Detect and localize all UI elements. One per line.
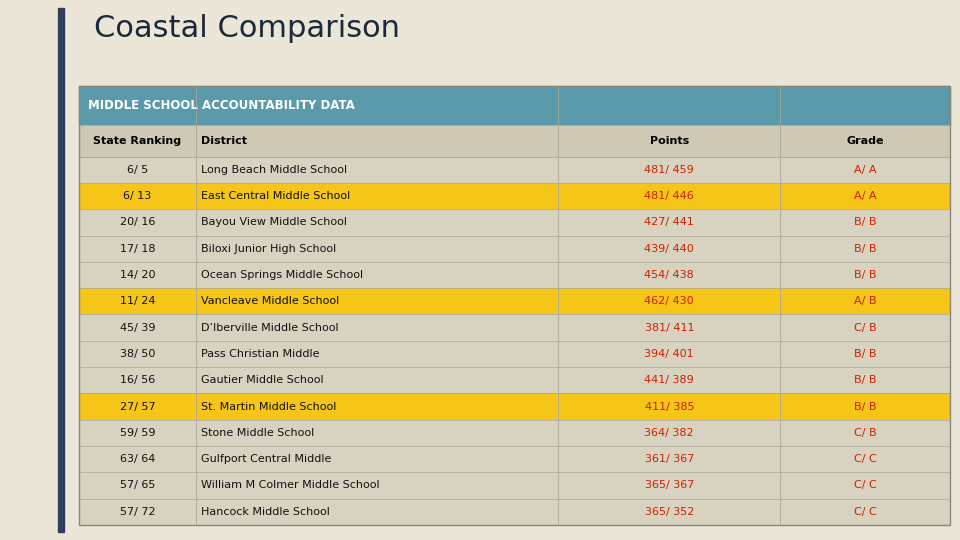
Text: 14/ 20: 14/ 20 xyxy=(120,270,156,280)
Text: 364/ 382: 364/ 382 xyxy=(644,428,694,438)
Bar xyxy=(79,86,950,525)
Text: Bayou View Middle School: Bayou View Middle School xyxy=(202,218,348,227)
Text: 20/ 16: 20/ 16 xyxy=(120,218,156,227)
Text: C/ B: C/ B xyxy=(854,428,876,438)
Text: C/ C: C/ C xyxy=(854,454,876,464)
Text: 365/ 367: 365/ 367 xyxy=(644,481,694,490)
Text: 411/ 385: 411/ 385 xyxy=(644,402,694,411)
Text: Gautier Middle School: Gautier Middle School xyxy=(202,375,324,385)
Text: 481/ 446: 481/ 446 xyxy=(644,191,694,201)
Text: C/ B: C/ B xyxy=(854,322,876,333)
Text: C/ C: C/ C xyxy=(854,507,876,517)
Bar xyxy=(79,157,950,183)
Text: East Central Middle School: East Central Middle School xyxy=(202,191,350,201)
Text: 27/ 57: 27/ 57 xyxy=(120,402,156,411)
Text: St. Martin Middle School: St. Martin Middle School xyxy=(202,402,337,411)
Text: 38/ 50: 38/ 50 xyxy=(120,349,156,359)
Text: B/ B: B/ B xyxy=(854,270,876,280)
Bar xyxy=(79,367,950,393)
Text: 462/ 430: 462/ 430 xyxy=(644,296,694,306)
Text: B/ B: B/ B xyxy=(854,375,876,385)
Text: 57/ 72: 57/ 72 xyxy=(120,507,156,517)
Text: B/ B: B/ B xyxy=(854,349,876,359)
Text: D’Iberville Middle School: D’Iberville Middle School xyxy=(202,322,339,333)
Text: 63/ 64: 63/ 64 xyxy=(120,454,156,464)
Text: Gulfport Central Middle: Gulfport Central Middle xyxy=(202,454,331,464)
Text: Grade: Grade xyxy=(847,136,884,146)
Text: 441/ 389: 441/ 389 xyxy=(644,375,694,385)
Text: B/ B: B/ B xyxy=(854,218,876,227)
Text: Vancleave Middle School: Vancleave Middle School xyxy=(202,296,340,306)
Text: A/ A: A/ A xyxy=(854,165,876,175)
Bar xyxy=(79,498,950,525)
Text: 17/ 18: 17/ 18 xyxy=(120,244,156,254)
Text: 361/ 367: 361/ 367 xyxy=(644,454,694,464)
Text: 11/ 24: 11/ 24 xyxy=(120,296,156,306)
Text: Long Beach Middle School: Long Beach Middle School xyxy=(202,165,348,175)
Text: 59/ 59: 59/ 59 xyxy=(120,428,156,438)
Bar xyxy=(79,420,950,446)
Text: Pass Christian Middle: Pass Christian Middle xyxy=(202,349,320,359)
Text: A/ B: A/ B xyxy=(854,296,876,306)
Text: 45/ 39: 45/ 39 xyxy=(120,322,156,333)
Bar xyxy=(79,262,950,288)
Bar xyxy=(79,393,950,420)
Text: A/ A: A/ A xyxy=(854,191,876,201)
Text: Biloxi Junior High School: Biloxi Junior High School xyxy=(202,244,336,254)
Text: 6/ 5: 6/ 5 xyxy=(127,165,148,175)
Text: 57/ 65: 57/ 65 xyxy=(120,481,156,490)
Text: Stone Middle School: Stone Middle School xyxy=(202,428,315,438)
Text: B/ B: B/ B xyxy=(854,244,876,254)
Text: MIDDLE SCHOOL ACCOUNTABILITY DATA: MIDDLE SCHOOL ACCOUNTABILITY DATA xyxy=(88,99,355,112)
Text: 16/ 56: 16/ 56 xyxy=(120,375,156,385)
Bar xyxy=(79,235,950,262)
Text: 365/ 352: 365/ 352 xyxy=(644,507,694,517)
Text: 439/ 440: 439/ 440 xyxy=(644,244,694,254)
Text: 6/ 13: 6/ 13 xyxy=(124,191,152,201)
Bar xyxy=(58,8,64,532)
Bar xyxy=(79,446,950,472)
Text: C/ C: C/ C xyxy=(854,481,876,490)
Text: 427/ 441: 427/ 441 xyxy=(644,218,694,227)
Text: Ocean Springs Middle School: Ocean Springs Middle School xyxy=(202,270,363,280)
Text: Coastal Comparison: Coastal Comparison xyxy=(94,14,400,43)
Text: William M Colmer Middle School: William M Colmer Middle School xyxy=(202,481,380,490)
Bar xyxy=(79,288,950,314)
Text: Points: Points xyxy=(650,136,689,146)
Text: B/ B: B/ B xyxy=(854,402,876,411)
Text: Hancock Middle School: Hancock Middle School xyxy=(202,507,330,517)
Bar xyxy=(79,125,950,157)
Bar xyxy=(79,209,950,235)
Text: State Ranking: State Ranking xyxy=(93,136,181,146)
Text: 481/ 459: 481/ 459 xyxy=(644,165,694,175)
Bar xyxy=(79,86,950,125)
Text: 381/ 411: 381/ 411 xyxy=(644,322,694,333)
Text: 454/ 438: 454/ 438 xyxy=(644,270,694,280)
Text: District: District xyxy=(202,136,247,146)
Bar xyxy=(79,183,950,209)
Bar xyxy=(79,472,950,498)
Bar xyxy=(79,341,950,367)
Bar xyxy=(79,314,950,341)
Text: 394/ 401: 394/ 401 xyxy=(644,349,694,359)
